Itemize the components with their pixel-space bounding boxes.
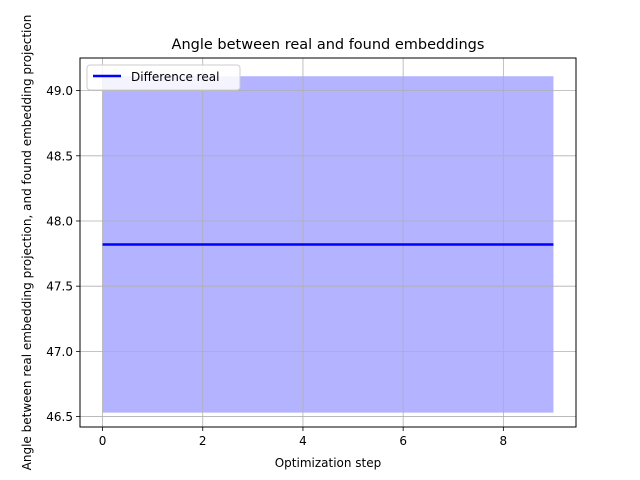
x-tick-label: 4	[299, 434, 307, 448]
legend: Difference real	[86, 64, 241, 91]
y-tick-label: 46.5	[46, 410, 73, 424]
y-tick-label: 48.5	[46, 149, 73, 163]
chart-title: Angle between real and found embeddings	[172, 37, 485, 53]
legend-box	[86, 64, 241, 91]
plot-frame	[79, 57, 577, 428]
x-tick-label: 0	[99, 434, 107, 448]
x-tick-label: 2	[199, 434, 207, 448]
x-tick-label: 6	[399, 434, 407, 448]
y-tick-label: 49.0	[46, 84, 73, 98]
y-axis-label: Angle between real embedding projection,…	[20, 15, 34, 471]
y-tick-label: 47.0	[46, 345, 73, 359]
grid-layer	[80, 58, 576, 427]
y-tick-label: 48.0	[46, 214, 73, 228]
legend-label-difference-real: Difference real	[131, 70, 219, 84]
y-tick-label: 47.5	[46, 280, 73, 294]
x-axis-ticks: 0 2 4 6 8	[99, 427, 507, 448]
x-tick-label: 8	[500, 434, 508, 448]
y-axis-ticks: 46.5 47.0 47.5 48.0 48.5 49.0	[46, 84, 80, 424]
x-axis-label: Optimization step	[275, 456, 382, 470]
